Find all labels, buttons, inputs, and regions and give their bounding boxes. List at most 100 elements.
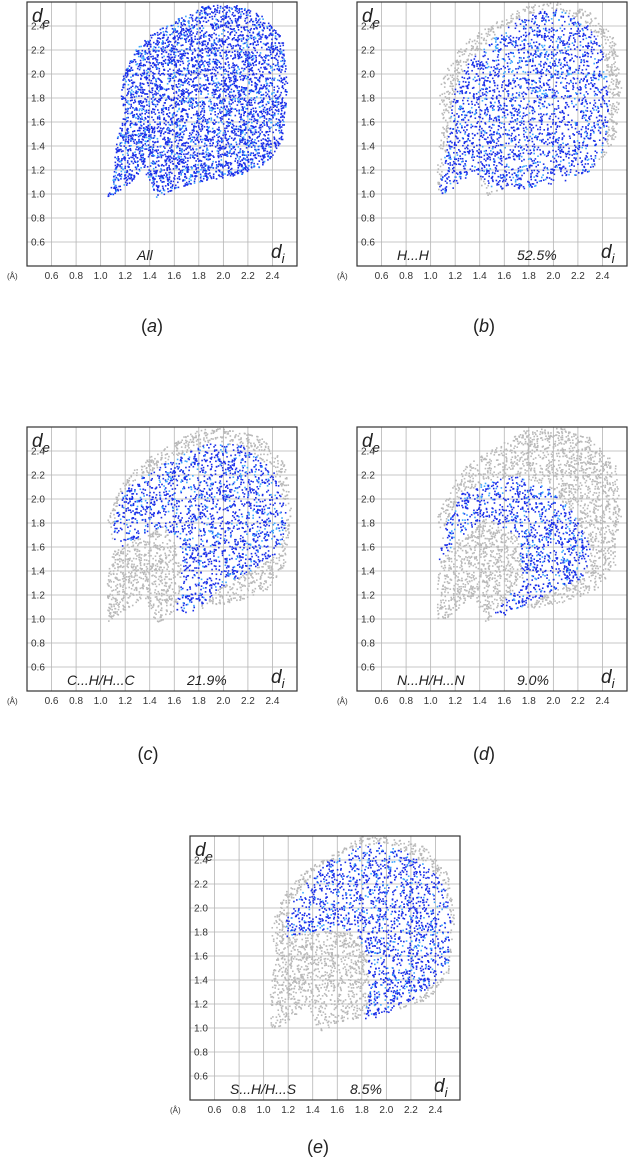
highlight-point bbox=[119, 188, 122, 191]
highlight-point bbox=[225, 70, 228, 72]
highlight-point bbox=[134, 61, 137, 63]
highlight-point bbox=[237, 29, 240, 31]
highlight-point bbox=[113, 175, 115, 178]
highlight-point bbox=[187, 57, 189, 60]
highlight-point bbox=[142, 72, 145, 75]
highlight-point bbox=[199, 88, 201, 90]
highlight-point bbox=[145, 128, 148, 131]
highlight-point bbox=[261, 99, 263, 102]
plot-frame bbox=[26, 1, 298, 267]
highlight-point bbox=[192, 148, 195, 151]
highlight-point bbox=[280, 113, 282, 115]
highlight-point bbox=[185, 37, 188, 40]
highlight-point bbox=[261, 105, 263, 108]
highlight-point bbox=[134, 73, 137, 76]
highlight-point bbox=[244, 167, 246, 170]
highlight-point bbox=[236, 134, 238, 137]
highlight-point bbox=[252, 43, 254, 45]
highlight-point bbox=[233, 128, 236, 130]
highlight-point bbox=[162, 50, 164, 53]
highlight-point bbox=[257, 102, 260, 105]
highlight-point bbox=[235, 20, 237, 23]
highlight-point bbox=[225, 161, 228, 163]
highlight-point bbox=[219, 100, 222, 103]
highlight-point bbox=[212, 177, 215, 179]
highlight-point bbox=[124, 175, 126, 177]
highlight-point bbox=[120, 132, 122, 135]
highlight-point bbox=[118, 132, 121, 135]
highlight-point bbox=[159, 177, 161, 180]
highlight-point bbox=[230, 55, 232, 57]
highlight-point bbox=[233, 96, 235, 98]
highlight-point bbox=[238, 99, 241, 102]
highlight-point bbox=[244, 168, 247, 171]
highlight-point bbox=[149, 67, 151, 70]
highlight-point bbox=[255, 19, 257, 22]
highlight-point bbox=[219, 88, 222, 90]
highlight-point bbox=[212, 142, 214, 144]
highlight-point bbox=[174, 105, 177, 108]
highlight-point bbox=[182, 158, 185, 160]
grey-point bbox=[444, 150, 447, 153]
highlight-point bbox=[266, 77, 269, 80]
highlight-point bbox=[215, 83, 218, 86]
highlight-point bbox=[251, 142, 254, 145]
highlight-point bbox=[199, 113, 202, 116]
highlight-point bbox=[266, 63, 268, 65]
highlight-point bbox=[270, 146, 272, 148]
highlight-point bbox=[146, 93, 149, 95]
highlight-point bbox=[278, 132, 281, 134]
grey-point bbox=[445, 144, 448, 146]
highlight-point bbox=[205, 88, 208, 91]
highlight-point bbox=[134, 86, 137, 89]
highlight-point bbox=[158, 165, 160, 167]
highlight-point bbox=[141, 132, 144, 135]
highlight-point bbox=[138, 152, 141, 155]
grey-point bbox=[543, 3, 545, 6]
highlight-point bbox=[183, 23, 185, 25]
grey-point bbox=[606, 58, 609, 61]
highlight-point bbox=[169, 138, 171, 141]
highlight-point bbox=[200, 91, 203, 93]
highlight-point bbox=[152, 137, 155, 139]
highlight-point bbox=[127, 67, 129, 70]
highlight-point bbox=[140, 125, 143, 127]
highlight-point bbox=[130, 144, 132, 147]
highlight-point bbox=[196, 115, 199, 118]
highlight-point bbox=[256, 83, 258, 86]
highlight-point bbox=[261, 112, 264, 115]
highlight-point bbox=[251, 51, 253, 53]
highlight-point bbox=[238, 134, 240, 137]
highlight-point bbox=[275, 118, 278, 120]
grey-point bbox=[577, 12, 580, 14]
highlight-point bbox=[138, 116, 140, 119]
highlight-point bbox=[231, 22, 234, 24]
highlight-point bbox=[147, 116, 150, 118]
highlight-point bbox=[188, 178, 191, 180]
highlight-point bbox=[127, 175, 129, 178]
highlight-point bbox=[267, 59, 270, 61]
highlight-point bbox=[144, 50, 147, 52]
highlight-point bbox=[200, 117, 203, 120]
highlight-point bbox=[133, 96, 136, 98]
highlight-point bbox=[173, 38, 175, 40]
highlight-point bbox=[267, 46, 270, 48]
highlight-point bbox=[207, 42, 209, 44]
grey-point bbox=[487, 194, 489, 196]
highlight-point bbox=[161, 40, 164, 42]
highlight-point bbox=[230, 137, 233, 139]
highlight-point bbox=[257, 136, 259, 138]
grey-point bbox=[532, 9, 535, 11]
highlight-point bbox=[225, 25, 228, 28]
highlight-point bbox=[242, 138, 244, 141]
highlight-point bbox=[149, 165, 152, 167]
highlight-point bbox=[206, 54, 209, 57]
highlight-point bbox=[200, 123, 203, 126]
highlight-point bbox=[280, 52, 283, 55]
highlight-point bbox=[148, 147, 150, 149]
highlight-point bbox=[151, 87, 154, 89]
highlight-point bbox=[249, 111, 251, 114]
grey-point bbox=[508, 22, 511, 24]
highlight-point bbox=[196, 120, 199, 122]
highlight-point bbox=[232, 147, 235, 149]
